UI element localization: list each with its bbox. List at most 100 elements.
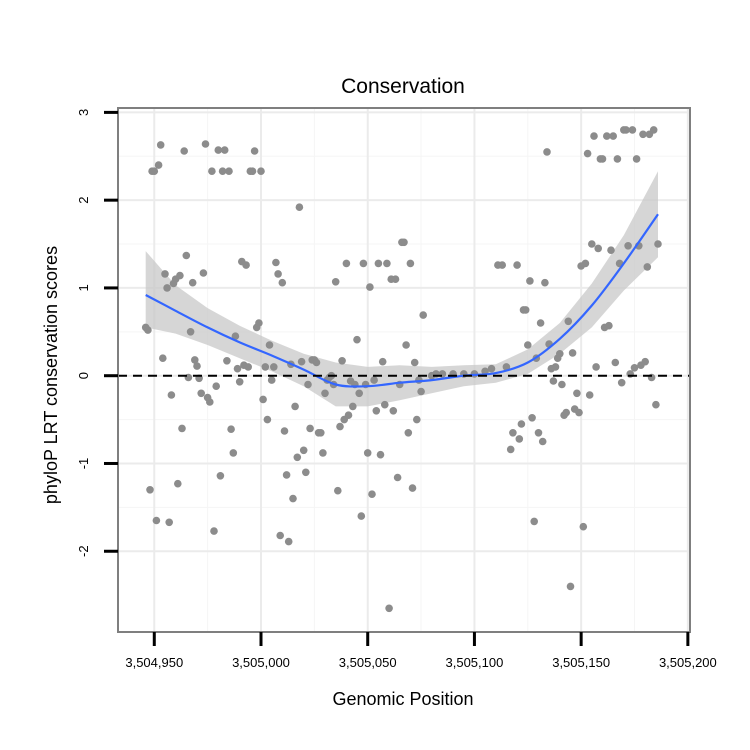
data-point (366, 283, 374, 291)
data-point (302, 468, 310, 477)
data-point (344, 411, 353, 420)
confidence-ribbon (145, 171, 658, 407)
x-tick-label: 3,505,200 (659, 655, 717, 670)
data-point (150, 167, 159, 175)
data-point (406, 259, 415, 268)
x-tick-label: 3,505,050 (339, 655, 397, 670)
data-point (528, 414, 536, 422)
axes: 3,504,950 3,505,000 3,505,050 3,505,100 3,50… (76, 107, 717, 670)
data-point (408, 484, 417, 492)
data-point (297, 357, 306, 366)
data-point (161, 270, 169, 278)
data-point (263, 415, 272, 424)
data-point (417, 387, 425, 396)
data-point (193, 362, 201, 370)
data-point (191, 356, 199, 364)
data-point (509, 429, 517, 437)
chart-title: Conservation (341, 75, 465, 98)
data-point (227, 425, 235, 434)
data-point (359, 259, 368, 268)
data-point (639, 130, 647, 139)
data-point (242, 261, 250, 269)
data-point (265, 341, 274, 349)
data-point (180, 147, 188, 155)
y-axis-title: phyloP LRT conservation scores (41, 246, 61, 504)
data-point (378, 357, 387, 366)
data-point (603, 132, 611, 140)
x-axis-title: Genomic Position (332, 689, 473, 709)
y-tick-label: -1 (76, 458, 91, 470)
data-point (410, 358, 419, 367)
data-point (235, 378, 244, 386)
data-point (144, 326, 152, 334)
data-point (391, 275, 400, 284)
data-point (274, 270, 282, 278)
data-point (261, 363, 270, 371)
data-point (381, 400, 389, 409)
data-point (538, 437, 547, 446)
data-point (257, 167, 265, 175)
data-point (404, 429, 413, 437)
data-point (556, 350, 564, 358)
data-point (419, 311, 428, 319)
data-point (206, 398, 214, 406)
data-point (575, 408, 583, 417)
data-point (289, 494, 297, 503)
data-point (282, 471, 291, 479)
data-point (564, 317, 573, 326)
data-point (611, 358, 620, 367)
data-point (201, 140, 210, 148)
data-point (174, 479, 182, 488)
data-point (321, 389, 329, 398)
data-point (336, 422, 344, 431)
data-point (295, 203, 304, 211)
data-point (182, 251, 191, 260)
data-point (389, 407, 398, 415)
y-tick-label: -2 (76, 545, 91, 557)
data-point (413, 415, 421, 424)
data-point (541, 278, 549, 287)
data-point (588, 240, 596, 248)
data-point (280, 427, 289, 435)
data-point (331, 278, 340, 286)
data-point (338, 357, 346, 365)
x-tick-label: 3,504,950 (125, 655, 183, 670)
data-point (393, 473, 402, 482)
data-point (353, 335, 361, 344)
data-point (208, 167, 216, 175)
data-point (255, 319, 263, 327)
data-point (568, 349, 577, 357)
data-point (549, 377, 558, 385)
data-point (167, 391, 176, 399)
data-point (524, 341, 532, 349)
data-point (188, 278, 197, 287)
data-point (624, 242, 632, 250)
data-point (585, 391, 594, 399)
data-point (573, 389, 581, 398)
data-point (517, 420, 526, 428)
data-point (231, 332, 240, 341)
data-point (376, 450, 385, 459)
data-point (502, 363, 511, 371)
data-point (526, 277, 534, 285)
panel-border (117, 107, 691, 633)
data-point (210, 527, 218, 535)
data-point (654, 240, 662, 248)
data-point (579, 522, 588, 531)
y-tick-label: 0 (76, 372, 91, 379)
data-point (632, 155, 641, 163)
data-point (385, 604, 393, 613)
data-point (566, 582, 575, 591)
data-point (220, 146, 229, 154)
data-point (267, 376, 276, 384)
data-point (613, 155, 622, 163)
x-tick-label: 3,505,150 (552, 655, 610, 670)
data-point (357, 512, 366, 520)
data-point (306, 424, 314, 433)
data-point (270, 363, 278, 371)
data-point (165, 518, 173, 527)
data-point (197, 389, 205, 398)
data-point (276, 531, 285, 540)
data-point (543, 148, 551, 156)
